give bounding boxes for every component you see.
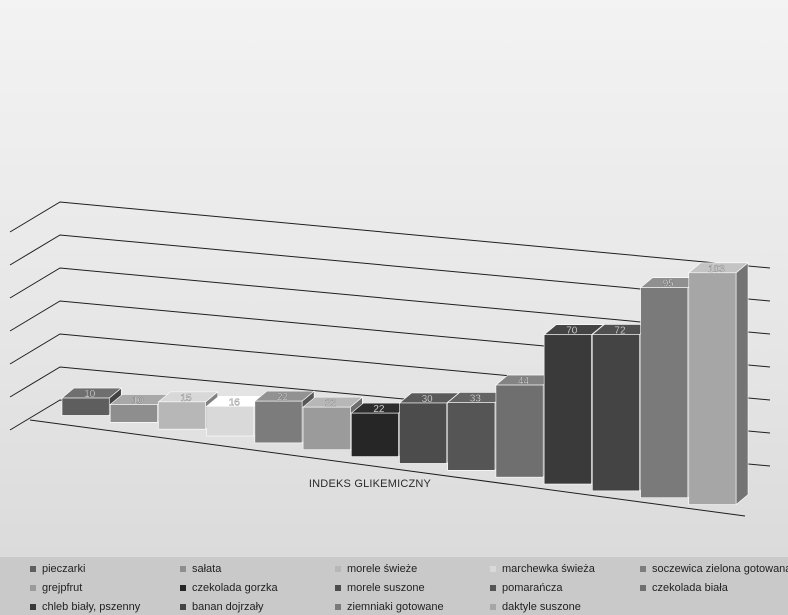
legend-item: czekolada gorzka [180, 582, 278, 594]
bar-13 [640, 287, 689, 499]
bar-12 [592, 334, 640, 492]
legend-swatch [30, 585, 36, 591]
legend-label: grejpfrut [42, 582, 83, 594]
legend: pieczarki sałata morele świeże marchewka św… [0, 557, 788, 615]
legend-swatch [490, 585, 496, 591]
data-label-6: 22 [325, 398, 337, 409]
legend-item: morele suszone [335, 582, 425, 594]
legend-swatch [335, 566, 341, 572]
legend-label: morele świeże [347, 563, 418, 575]
data-label-11: 70 [566, 326, 578, 337]
legend-label: soczewica zielona gotowana [652, 563, 788, 575]
legend-label: daktyle suszone [502, 601, 581, 613]
bar-6 [302, 406, 351, 451]
floor-edge [29, 419, 746, 517]
data-label-1: 10 [84, 389, 96, 400]
bar-10 [495, 384, 544, 478]
legend-swatch [30, 566, 36, 572]
bar-1 [61, 397, 110, 416]
legend-item: marchewka świeża [490, 563, 595, 575]
gridline [9, 267, 771, 335]
data-label-4: 16 [229, 397, 241, 408]
data-label-12: 72 [614, 325, 626, 336]
bar-9 [447, 402, 496, 471]
data-label-10: 44 [518, 376, 530, 387]
legend-item: banan dojrzały [180, 601, 264, 613]
bar-11 [543, 334, 592, 485]
legend-swatch [180, 604, 186, 610]
legend-item: morele świeże [335, 563, 417, 575]
legend-item: daktyle suszone [490, 601, 581, 613]
legend-label: czekolada biała [652, 582, 728, 594]
bar-side-14 [735, 262, 749, 506]
legend-item: soczewica zielona gotowana [640, 563, 788, 575]
data-label-8: 30 [422, 394, 434, 405]
data-label-9: 33 [470, 394, 482, 405]
bar-5 [254, 400, 303, 444]
bar-14 [688, 272, 737, 505]
bar-2 [109, 404, 158, 423]
legend-label: ziemniaki gotowane [347, 601, 444, 613]
data-label-5: 22 [277, 392, 289, 403]
legend-item: sałata [180, 563, 221, 575]
data-label-14: 103 [708, 264, 725, 275]
legend-swatch [640, 585, 646, 591]
legend-label: marchewka świeża [502, 563, 595, 575]
legend-label: morele suszone [347, 582, 425, 594]
legend-label: chleb biały, pszenny [42, 601, 141, 613]
gridline [9, 234, 771, 302]
legend-item: czekolada biała [640, 582, 728, 594]
legend-swatch [180, 566, 186, 572]
legend-swatch [180, 585, 186, 591]
legend-item: grejpfrut [30, 582, 82, 594]
data-label-7: 22 [373, 404, 385, 415]
bar-8 [399, 402, 448, 464]
legend-item: pomarańcza [490, 582, 563, 594]
legend-swatch [335, 604, 341, 610]
legend-label: czekolada gorzka [192, 582, 278, 594]
data-label-2: 10 [132, 395, 144, 406]
legend-item: chleb biały, pszenny [30, 601, 140, 613]
chart-plot: 10 10 15 16 22 22 22 30 33 44 70 72 95 103 [9, 201, 771, 517]
legend-swatch [30, 604, 36, 610]
bar-3 [158, 401, 206, 430]
legend-swatch [490, 604, 496, 610]
gridline [9, 300, 771, 368]
legend-label: sałata [192, 563, 222, 575]
legend-swatch [335, 585, 341, 591]
x-axis-title: INDEKS GLIKEMICZNY [308, 478, 432, 490]
legend-item: pieczarki [30, 563, 85, 575]
legend-label: banan dojrzały [192, 601, 264, 613]
legend-label: pieczarki [42, 563, 86, 575]
bar-7 [350, 412, 399, 457]
data-label-3: 15 [180, 393, 192, 404]
data-label-13: 95 [663, 279, 675, 290]
legend-swatch [640, 566, 646, 572]
bar-4 [206, 405, 255, 437]
legend-swatch [490, 566, 496, 572]
gridline [9, 201, 771, 269]
legend-label: pomarańcza [502, 582, 563, 594]
legend-item: ziemniaki gotowane [335, 601, 444, 613]
